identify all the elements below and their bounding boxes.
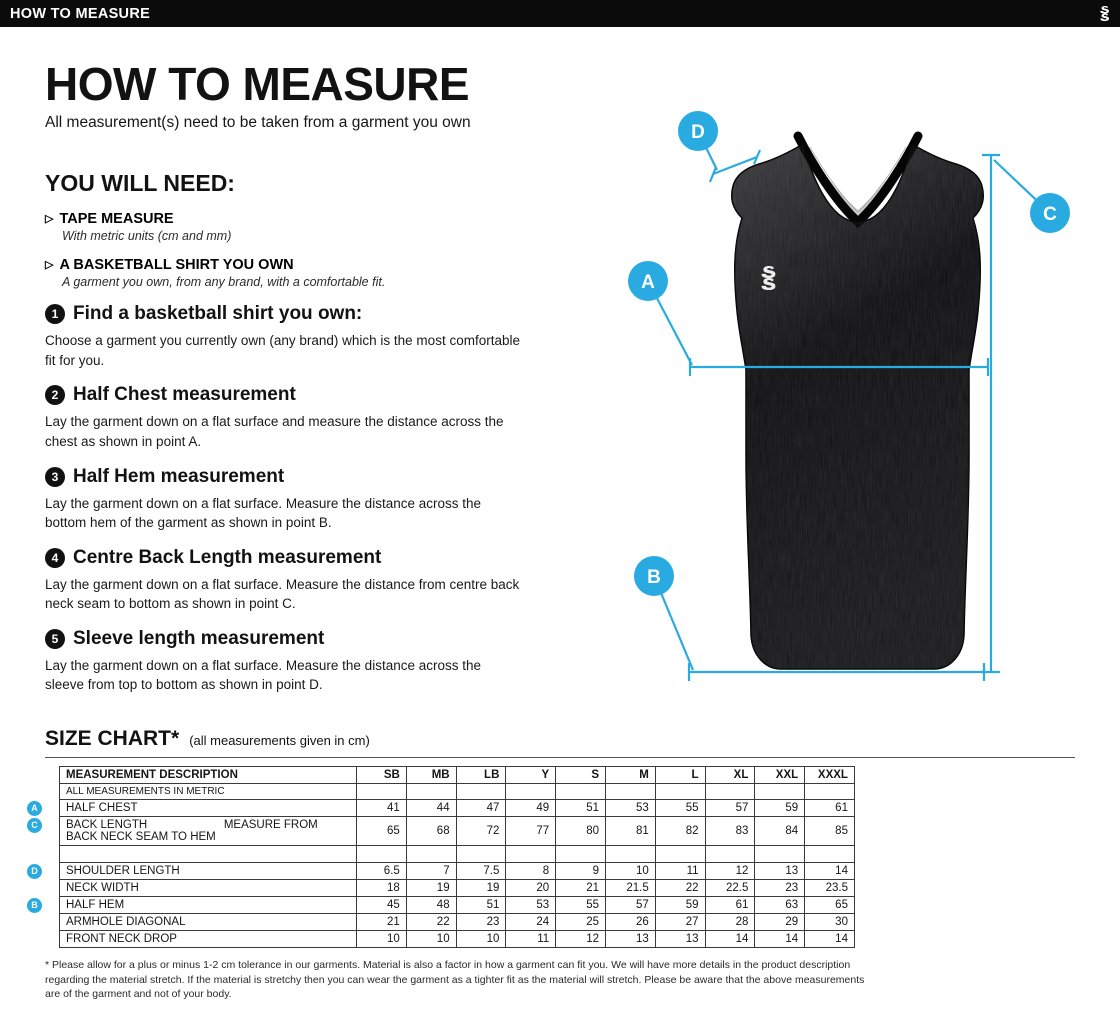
svg-text:D: D [691,122,705,143]
svg-text:C: C [1043,204,1057,225]
svg-text:B: B [647,567,661,588]
svg-text:A: A [641,272,655,293]
